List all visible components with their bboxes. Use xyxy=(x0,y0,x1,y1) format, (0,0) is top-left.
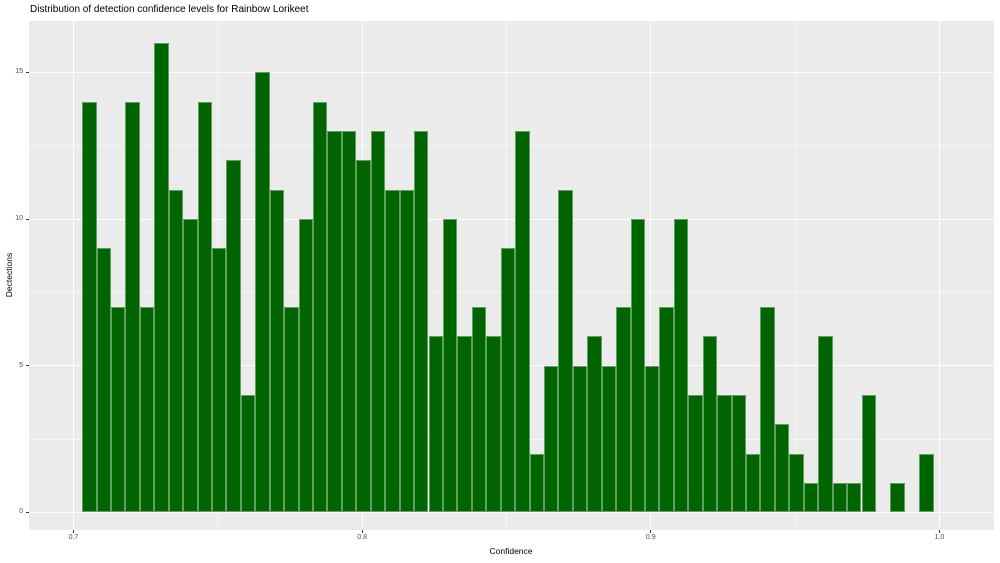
y-tick-mark xyxy=(26,218,29,220)
x-tick-mark xyxy=(938,530,940,533)
histogram-bar xyxy=(341,131,357,513)
y-tick-label: 5 xyxy=(19,361,23,369)
histogram-bar xyxy=(587,336,602,513)
histogram-bar xyxy=(183,219,198,513)
histogram-bar xyxy=(414,131,429,513)
histogram-bar xyxy=(313,101,328,513)
y-tick-label: 10 xyxy=(15,215,23,223)
histogram-bar xyxy=(110,307,126,513)
histogram-bar xyxy=(385,189,400,513)
histogram-bar xyxy=(168,189,184,513)
x-tick-mark xyxy=(650,530,652,533)
histogram-bar xyxy=(240,395,256,513)
histogram-bar xyxy=(82,101,97,513)
chart-title: Distribution of detection confidence lev… xyxy=(30,4,309,15)
gridline-minor-horizontal xyxy=(29,145,994,147)
histogram-bar xyxy=(139,307,155,513)
histogram-bar xyxy=(486,336,501,513)
histogram-bar xyxy=(255,72,270,513)
x-axis-title: Confidence xyxy=(489,546,533,556)
histogram-bar xyxy=(212,248,227,513)
histogram-bar xyxy=(529,453,544,513)
histogram-bar xyxy=(457,336,472,513)
y-tick-mark xyxy=(26,71,29,73)
histogram-bar xyxy=(803,483,819,513)
histogram-bar xyxy=(702,336,718,513)
histogram-bar xyxy=(746,453,761,513)
histogram-bar xyxy=(645,365,660,513)
histogram-bar xyxy=(543,365,559,513)
gridline-major-horizontal xyxy=(29,511,994,513)
gridline-major-vertical xyxy=(650,21,652,530)
gridline-major-horizontal xyxy=(29,71,994,73)
histogram-bar xyxy=(399,189,415,513)
histogram-bar xyxy=(774,424,790,513)
histogram-bar xyxy=(442,219,458,513)
gridline-major-vertical xyxy=(72,21,74,530)
histogram-bar xyxy=(471,307,487,513)
x-tick-mark xyxy=(72,530,74,533)
histogram-bar xyxy=(356,160,371,513)
histogram-bar xyxy=(832,483,848,513)
histogram-bar xyxy=(500,248,516,513)
histogram-bar xyxy=(601,365,617,513)
histogram-bar xyxy=(558,189,573,513)
histogram-bar xyxy=(125,101,140,513)
histogram-bar xyxy=(370,131,386,513)
histogram-bar xyxy=(818,336,833,513)
histogram-bar xyxy=(197,101,212,513)
y-tick-mark xyxy=(26,511,29,513)
histogram-bar xyxy=(890,483,905,513)
plot-panel xyxy=(29,21,994,530)
y-axis-title: Dectections xyxy=(4,252,14,298)
histogram-bar xyxy=(673,219,689,513)
histogram-bar xyxy=(284,307,299,513)
y-tick-label: 15 xyxy=(15,68,23,76)
y-tick-mark xyxy=(26,365,29,367)
gridline-major-vertical xyxy=(938,21,940,530)
histogram-bar xyxy=(760,307,775,513)
histogram-bar xyxy=(789,453,804,513)
histogram-bar xyxy=(847,483,862,513)
histogram-bar xyxy=(688,395,703,513)
histogram-bar xyxy=(96,248,111,513)
histogram-bar xyxy=(616,307,631,513)
histogram-bar xyxy=(630,219,645,513)
histogram-bar xyxy=(298,219,314,513)
histogram-bar xyxy=(919,453,934,513)
x-tick-mark xyxy=(361,530,363,533)
histogram-bar xyxy=(731,395,747,513)
histogram-bar xyxy=(572,365,588,513)
histogram-bar xyxy=(269,189,285,513)
histogram-bar xyxy=(717,395,732,513)
histogram-bar xyxy=(226,160,241,513)
x-tick-label: 1.0 xyxy=(934,534,945,541)
histogram-bar xyxy=(428,336,443,513)
gridline-minor-vertical xyxy=(794,21,796,530)
histogram-bar xyxy=(515,131,530,513)
x-tick-label: 0.9 xyxy=(645,534,656,541)
x-tick-label: 0.7 xyxy=(68,534,79,541)
histogram-bar xyxy=(154,43,169,513)
histogram-bar xyxy=(327,131,342,513)
y-tick-label: 0 xyxy=(19,508,23,516)
gridline-major-horizontal xyxy=(29,218,994,220)
histogram-bar xyxy=(659,307,674,513)
histogram-bar xyxy=(861,395,876,513)
x-tick-label: 0.8 xyxy=(357,534,367,541)
